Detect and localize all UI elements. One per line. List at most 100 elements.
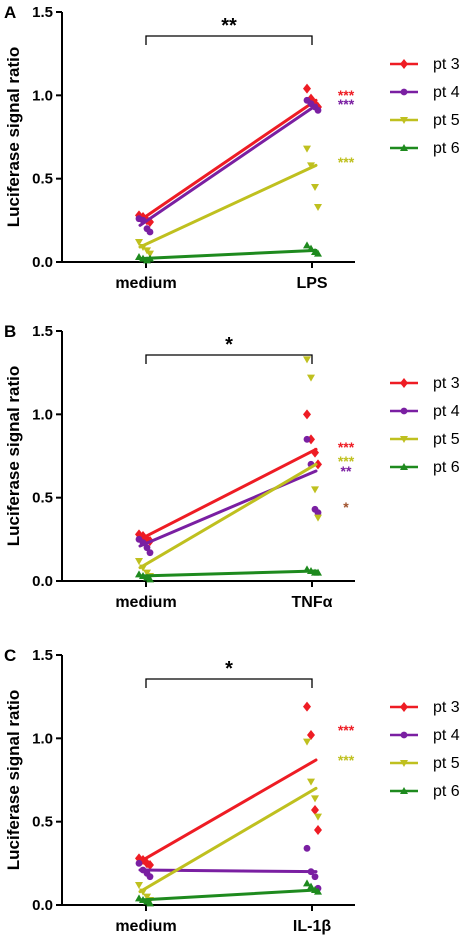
legend-marker <box>400 463 408 470</box>
data-point <box>307 778 315 786</box>
y-tick-label: 0.0 <box>32 254 53 271</box>
significance-label: * <box>343 499 349 515</box>
data-point <box>303 738 311 746</box>
data-point <box>143 544 151 552</box>
significance-bracket <box>145 678 313 688</box>
y-tick-label: 1.0 <box>32 87 53 104</box>
series-line <box>138 163 318 249</box>
series-pt-6 <box>135 879 322 907</box>
series-line <box>138 786 318 894</box>
y-tick-label: 0.0 <box>32 573 53 590</box>
data-point <box>146 575 154 583</box>
data-point <box>311 805 319 815</box>
series-line <box>138 868 318 874</box>
y-tick-label: 1.5 <box>32 4 53 21</box>
legend-marker <box>400 787 408 794</box>
legend-marker <box>400 407 408 415</box>
significance-label: *** <box>338 439 355 455</box>
series-pt-3 <box>135 701 322 870</box>
data-point <box>303 409 311 420</box>
legend-label: pt 4 <box>433 403 460 420</box>
y-tick-label: 1.5 <box>32 323 53 340</box>
significance-label: *** <box>338 752 355 768</box>
legend: pt 3 pt 4 pt 5 pt 6 <box>390 56 460 157</box>
x-tick-label: medium <box>115 594 176 611</box>
legend-label: pt 3 <box>433 375 460 392</box>
data-point <box>314 106 322 114</box>
y-axis-label: Luciferase signal ratio <box>4 690 23 870</box>
significance-label: *** <box>338 96 355 112</box>
panel-letter: A <box>4 3 16 22</box>
data-point <box>311 795 319 803</box>
legend-label: pt 3 <box>433 56 460 73</box>
series-pt-6 <box>135 241 322 264</box>
series-line <box>138 758 318 864</box>
x-tick-label: TNFα <box>292 594 333 611</box>
data-point <box>146 860 154 870</box>
data-point <box>146 873 154 881</box>
series-line <box>138 469 318 548</box>
y-tick-label: 0.5 <box>32 171 53 188</box>
data-point <box>314 568 322 576</box>
legend-label: pt 4 <box>433 727 460 744</box>
series-line <box>138 462 318 570</box>
data-point <box>311 184 319 191</box>
y-tick-label: 1.0 <box>32 730 53 747</box>
legend-label: pt 3 <box>433 699 460 716</box>
series-pt-4 <box>135 435 322 557</box>
data-point <box>303 879 311 887</box>
y-tick-label: 1.0 <box>32 406 53 423</box>
series-line <box>138 569 318 578</box>
legend: pt 3 pt 4 pt 5 pt 6 <box>390 699 460 800</box>
data-point <box>303 356 311 364</box>
data-point <box>307 162 315 170</box>
data-point <box>146 250 154 258</box>
data-point <box>307 374 315 382</box>
data-point <box>314 813 322 821</box>
bracket-label: * <box>225 334 233 356</box>
data-point <box>307 730 315 740</box>
bracket-label: * <box>225 658 233 680</box>
data-point <box>314 825 322 835</box>
x-tick-label: IL-1β <box>293 918 331 935</box>
series-pt-5 <box>135 356 322 580</box>
y-axis-label: Luciferase signal ratio <box>4 366 23 546</box>
chart-panel-c: C Luciferase signal ratio 0.0 0.5 1.0 1.5 medi… <box>4 646 460 935</box>
data-point <box>311 486 319 494</box>
significance-bracket <box>145 354 313 364</box>
legend-label: pt 5 <box>433 431 460 448</box>
series-pt-6 <box>135 565 322 583</box>
panel-letter: B <box>4 322 16 341</box>
data-point <box>303 145 311 153</box>
legend-label: pt 6 <box>433 140 460 157</box>
data-point <box>314 459 322 470</box>
legend-marker <box>400 144 408 151</box>
data-point <box>146 899 154 907</box>
bracket-label: ** <box>221 15 237 37</box>
x-tick-label: LPS <box>296 275 327 292</box>
significance-label: *** <box>338 453 355 469</box>
y-tick-label: 1.5 <box>32 647 53 664</box>
data-point <box>314 514 322 522</box>
data-point <box>314 509 322 517</box>
chart-panel-a: A Luciferase signal ratio 0.0 0.5 1.0 1.5 medi… <box>4 3 460 292</box>
series-line <box>138 447 318 541</box>
legend-marker <box>400 702 408 712</box>
legend-marker <box>400 731 408 739</box>
legend-marker <box>400 59 408 69</box>
significance-label: *** <box>338 87 355 103</box>
data-point <box>314 204 322 211</box>
panel-letter: C <box>4 646 16 665</box>
data-point <box>146 228 154 236</box>
legend-label: pt 5 <box>433 755 460 772</box>
series-pt-4 <box>135 96 322 236</box>
y-tick-label: 0.5 <box>32 490 53 507</box>
legend-marker <box>400 760 408 767</box>
data-point <box>303 435 311 443</box>
data-point <box>303 241 311 249</box>
legend-marker <box>400 117 408 124</box>
significance-bracket <box>145 35 313 45</box>
series-pt-5 <box>135 145 322 258</box>
x-tick-label: medium <box>115 918 176 935</box>
x-tick-label: medium <box>115 275 176 292</box>
